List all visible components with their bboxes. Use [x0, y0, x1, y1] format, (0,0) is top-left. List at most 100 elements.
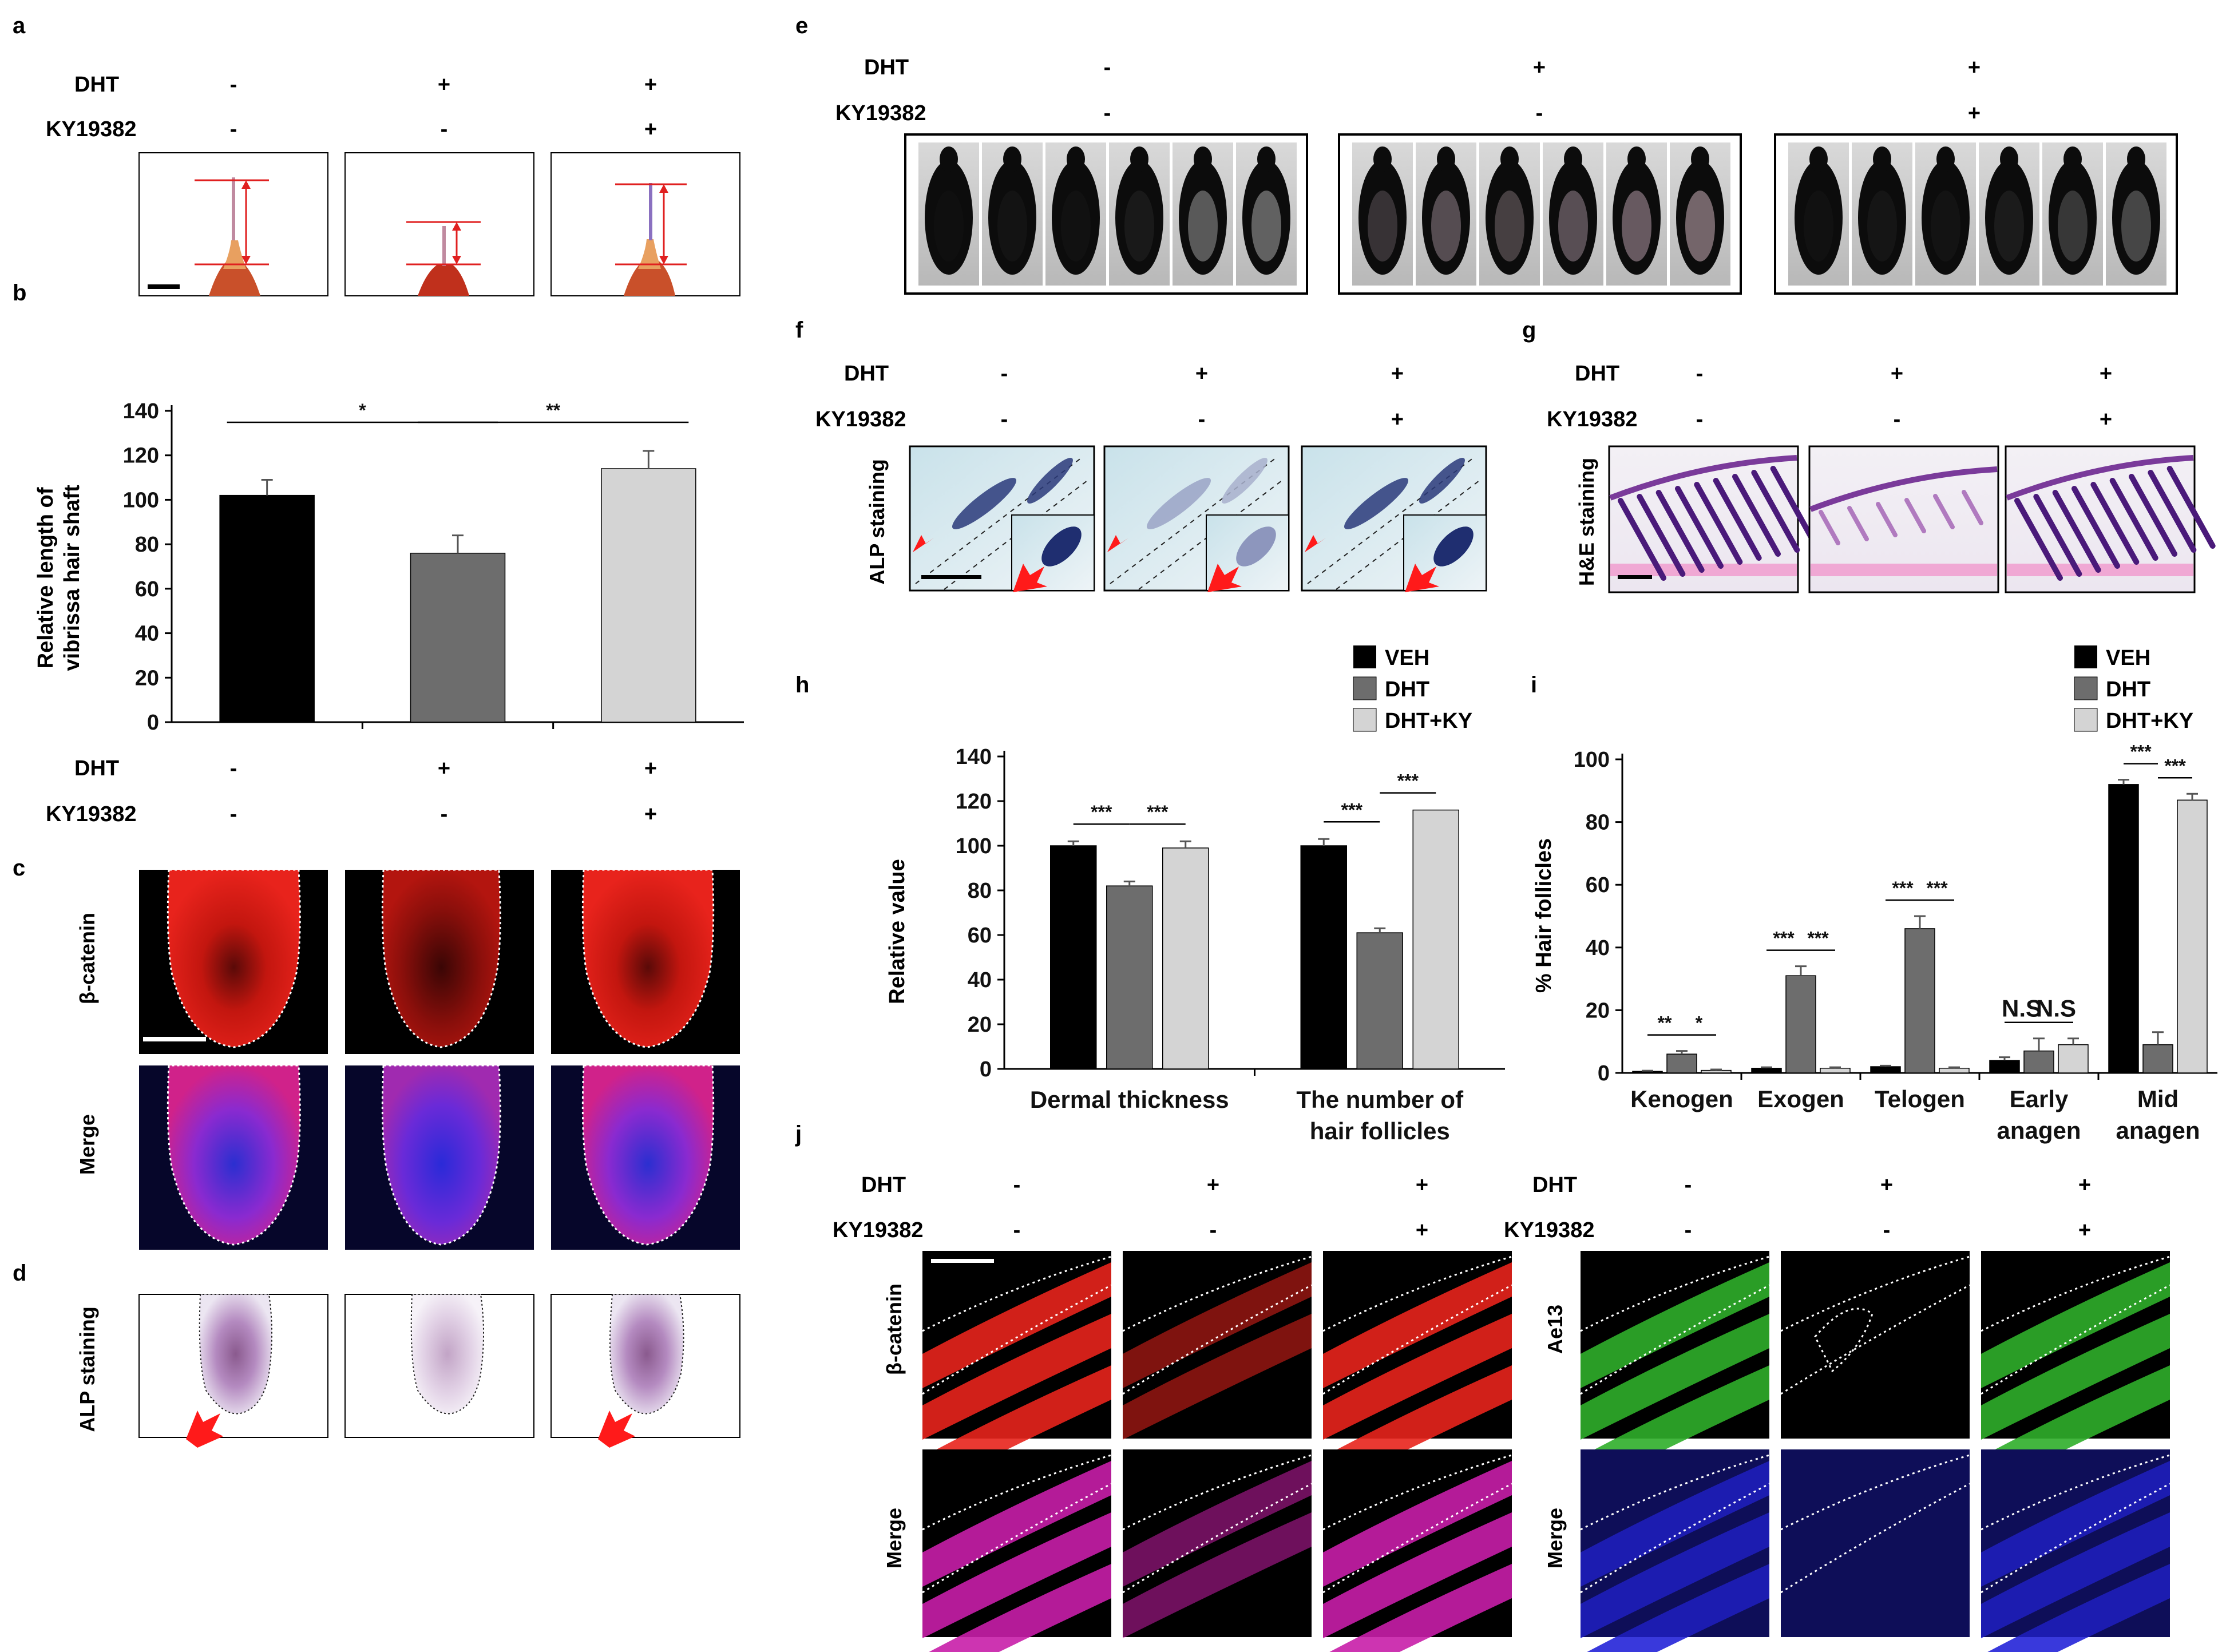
follicle-outline: [1307, 457, 1474, 584]
bar: [1666, 1053, 1697, 1073]
mouse-head: [1809, 146, 1828, 172]
y-tick-label: 40: [968, 968, 992, 992]
scale-bar: [921, 575, 981, 579]
muscle-layer: [1811, 564, 1997, 576]
sign: +: [2100, 362, 2112, 386]
hair-follicle: [2071, 486, 2120, 569]
sign: -: [1013, 1173, 1021, 1197]
stained-band: [922, 1512, 1111, 1638]
ylabel: % Hair follicles: [1532, 838, 1556, 993]
sign: +: [1880, 1173, 1893, 1197]
follicle-outline: [1110, 457, 1277, 584]
panel-g: DHT KY19382 - + + - - + H&E staining: [1547, 362, 2216, 593]
sign: -: [1013, 1218, 1021, 1242]
x-category-label: The number of: [1296, 1086, 1464, 1113]
sign: +: [1416, 1218, 1428, 1242]
alp-images: [909, 445, 1487, 592]
scale-bar: [1618, 575, 1652, 579]
y-tick-label: 0: [1598, 1061, 1610, 1086]
hair-bulb: [167, 869, 301, 1048]
row-label-beta-catenin: β-catenin: [882, 1283, 906, 1375]
row-label-ae13: Ae13: [1543, 1305, 1567, 1354]
y-tick-label: 100: [956, 834, 992, 858]
significance-label: ***: [1091, 802, 1112, 822]
row-label-merge: Merge: [882, 1508, 906, 1568]
significance-label: ***: [1926, 878, 1948, 898]
sign: +: [2078, 1218, 2091, 1242]
hair-bulb: [381, 1064, 501, 1246]
panel-c: β-catenin Merge: [76, 869, 740, 1250]
follicle-outline: [915, 457, 1082, 584]
mouse-head: [2127, 146, 2145, 172]
mouse-head: [1003, 146, 1021, 172]
y-tick-label: 120: [956, 790, 992, 814]
hair-follicle: [1962, 490, 1983, 525]
sign: +: [1195, 362, 1208, 386]
mouse-head: [2000, 146, 2018, 172]
mouse-back: [1558, 191, 1588, 262]
sign: -: [1894, 407, 1901, 431]
mouse-back: [1251, 191, 1281, 262]
legend-swatch-veh: [2074, 645, 2097, 668]
bar: [2058, 1044, 2089, 1073]
hair-bulb: [581, 1064, 715, 1246]
follicle-outline: [922, 1483, 1112, 1594]
stained-band: [1329, 1564, 1512, 1652]
bar: [1785, 975, 1816, 1073]
stained-band: [922, 1461, 1111, 1587]
sign: -: [1536, 101, 1543, 125]
x-category-label: anagen: [2116, 1117, 2200, 1144]
dapi-overlay: [1781, 1449, 1970, 1637]
significance-label: ***: [1892, 878, 1914, 898]
significance-label: *: [359, 400, 366, 421]
stained-follicle: [1222, 458, 1268, 504]
y-tick-label: 60: [968, 924, 992, 948]
follicle-outline: [1138, 480, 1282, 590]
stained-band: [1323, 1314, 1512, 1440]
vibrissa-image-dht-ky: [550, 152, 740, 296]
bar: [1412, 809, 1459, 1069]
stained-follicle: [1027, 458, 1073, 504]
stained-band: [1123, 1262, 1312, 1388]
hair-bulb: [410, 1294, 484, 1415]
hair-follicle: [1876, 502, 1898, 537]
y-tick-label: 80: [135, 533, 159, 557]
treatment-label-ky19382: KY19382: [1547, 407, 1637, 431]
follicle-outline: [1322, 1483, 1512, 1594]
significance-label: ***: [1147, 802, 1169, 822]
significance-label: ***: [2130, 742, 2152, 762]
hair-follicle: [2166, 466, 2216, 549]
bar: [1820, 1068, 1851, 1073]
row-label-alp-staining: ALP staining: [76, 1306, 99, 1432]
follicle-outline: [1981, 1284, 2170, 1395]
sign: -: [1104, 101, 1111, 125]
row-label-alp-staining: ALP staining: [865, 459, 889, 584]
stained-follicle: [1419, 458, 1465, 504]
mouse-back: [1188, 191, 1218, 262]
sign: +: [1968, 101, 1981, 125]
legend-h: VEH DHT DHT+KY: [1353, 645, 1472, 733]
bar: [1989, 1060, 2020, 1073]
stained-band: [929, 1564, 1111, 1652]
arrow-icon: [1405, 564, 1439, 592]
hair-follicle: [2129, 474, 2177, 557]
legend-swatch-dhtky: [1353, 708, 1377, 732]
treatment-label-ky19382: KY19382: [815, 407, 906, 431]
treatment-label-dht: DHT: [861, 1173, 906, 1197]
arrow-icon: [186, 1411, 223, 1448]
panel-f: DHT KY19382 - + + - - + ALP staining: [815, 362, 1487, 592]
follicle-outline: [1981, 1483, 2170, 1594]
sign: +: [644, 802, 657, 826]
stained-band: [1123, 1461, 1312, 1587]
y-tick-label: 0: [980, 1057, 992, 1081]
mouse-back: [1061, 191, 1091, 262]
stained-band: [1323, 1262, 1512, 1388]
treatment-label-ky19382: KY19382: [835, 101, 926, 125]
arrow-icon: [1305, 535, 1326, 552]
arrow-icon: [913, 535, 934, 552]
ylabel-line-2: vibrissa hair shaft: [60, 485, 84, 671]
panel-letter-c: c: [13, 855, 25, 881]
mouse-head: [1564, 146, 1582, 172]
significance-label: **: [1658, 1013, 1672, 1033]
stained-band: [922, 1262, 1111, 1388]
